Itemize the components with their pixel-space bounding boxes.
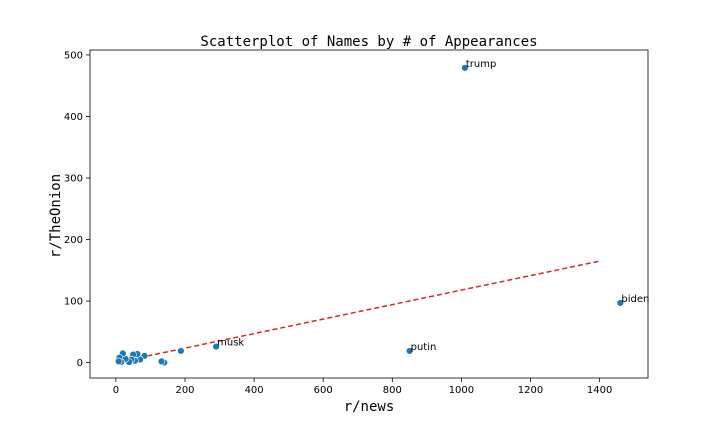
y-tick-label: 300	[64, 174, 83, 185]
chart-title: Scatterplot of Names by # of Appearances	[200, 34, 537, 50]
y-tick-label: 400	[64, 112, 83, 123]
point-label: putin	[411, 342, 437, 353]
scatter-point	[405, 347, 414, 355]
x-tick-label: 600	[314, 385, 333, 396]
x-tick-label: 400	[245, 385, 264, 396]
x-tick-label: 200	[175, 385, 194, 396]
trend-line	[115, 260, 600, 364]
y-axis-label: r/TheOnion	[48, 174, 64, 258]
point-label: musk	[217, 338, 244, 349]
x-tick-label: 1400	[587, 385, 612, 396]
scatter-point	[461, 64, 469, 72]
y-tick-label: 500	[64, 50, 83, 61]
y-tick-label: 200	[64, 235, 83, 246]
scatter-point	[212, 342, 220, 351]
point-label: trump	[466, 59, 496, 70]
x-tick-label: 800	[383, 385, 402, 396]
y-tick-label: 0	[77, 358, 83, 369]
plot-frame	[89, 49, 649, 379]
plot-area: 0 200 400 600 800 1000 1200 1400 0 100 200 300 400 50…	[64, 49, 649, 396]
point-label: biden	[621, 294, 649, 305]
x-tick-label: 0	[113, 385, 119, 396]
scatter-point	[616, 299, 625, 307]
x-axis-label: r/news	[344, 399, 395, 415]
x-tick-label: 1200	[518, 385, 543, 396]
scatter-point	[177, 347, 185, 355]
y-tick-label: 100	[64, 297, 83, 308]
scatter-point	[157, 357, 166, 366]
x-tick-label: 1000	[449, 385, 474, 396]
scatter-point	[114, 357, 123, 366]
